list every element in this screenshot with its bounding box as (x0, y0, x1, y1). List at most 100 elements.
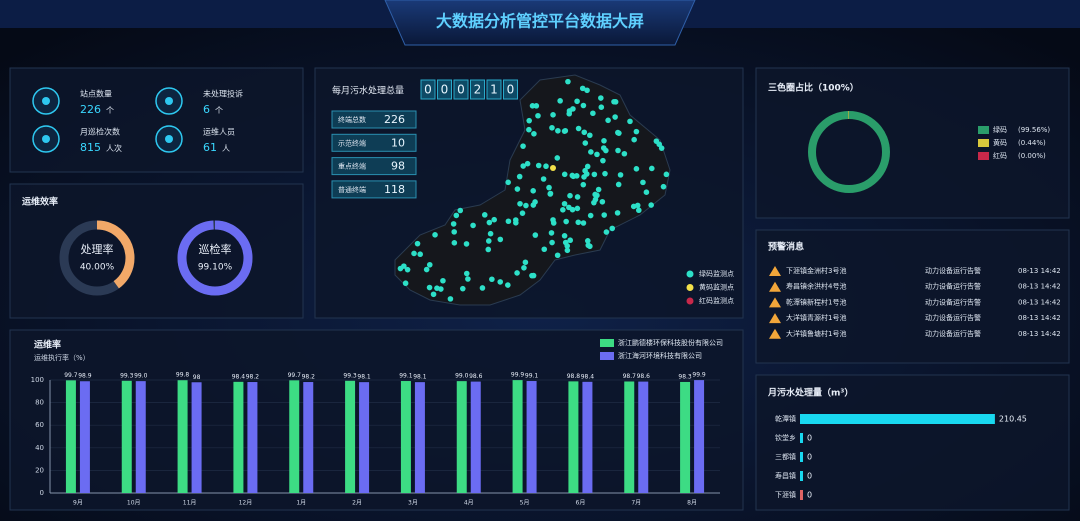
legend-label: 红码监测点 (699, 296, 734, 305)
bar-cap (800, 452, 803, 462)
map-dot (579, 85, 586, 92)
bar-cap (800, 471, 803, 481)
map-dot (561, 232, 568, 239)
map-dot (519, 210, 526, 216)
map-dot (600, 145, 607, 151)
y-tick-label: 20 (35, 466, 44, 474)
bar-value-label: 98.8 (567, 373, 581, 380)
panel-title: 预警消息 (768, 241, 804, 253)
bar (568, 381, 579, 493)
map-dot (631, 136, 637, 143)
map-dot (582, 140, 589, 146)
map-dot (585, 242, 592, 249)
warning-cell: 08-13 14:42 (1018, 283, 1061, 291)
map-dot (523, 202, 529, 209)
bar-value-label: 98.9 (78, 373, 92, 380)
map-dot (414, 240, 421, 247)
bar-value-label: 98.4 (581, 373, 595, 380)
terminal-box (331, 180, 417, 199)
legend-dot (686, 270, 694, 278)
bar (512, 380, 523, 493)
bar-value-label: 99.9 (692, 372, 706, 379)
map-dot (487, 230, 494, 237)
panel-title: 三色圈占比（100%） (768, 82, 859, 94)
map-dot (491, 216, 497, 223)
legend-value: (99.56%) (1018, 126, 1050, 134)
map-dot (591, 199, 597, 206)
bar (191, 382, 202, 493)
map-dot (401, 263, 407, 269)
warning-cell: 下涯镇金洲村3号池 (786, 266, 846, 275)
y-tick-label: 60 (35, 421, 44, 429)
warning-cell: 动力设备运行告警 (925, 329, 981, 338)
map-dot (584, 87, 590, 94)
map-dot (440, 277, 446, 284)
map-dot (451, 229, 457, 235)
map-dot (580, 220, 587, 226)
map-dot (526, 117, 532, 124)
legend-swatch (600, 339, 614, 347)
pie-panel (755, 67, 1070, 219)
map-dot (649, 165, 655, 172)
map-dot (505, 179, 511, 186)
warning-cell: 动力设备运行告警 (925, 313, 981, 322)
stat-label: 未处理投诉 (203, 89, 243, 99)
gauge-arc (177, 220, 253, 296)
terminal-box (331, 133, 417, 152)
y-tick-label: 80 (35, 399, 44, 407)
warning-cell: 大洋镇青源村1号池 (786, 313, 846, 322)
terminal-label: 示范终端 (338, 138, 366, 147)
map-dot (520, 143, 526, 149)
warning-icon (769, 266, 781, 276)
x-tick-label: 9月 (73, 500, 83, 507)
map-dot (481, 212, 488, 218)
bar-value-label: 98.7 (623, 373, 637, 380)
map-dot (594, 192, 600, 199)
x-tick-label: 11月 (183, 500, 197, 507)
bar (638, 381, 649, 493)
hbar-panel (755, 374, 1070, 511)
map-dot (447, 296, 454, 302)
warning-icon (769, 328, 781, 339)
map-dot (643, 189, 650, 195)
x-tick-label: 2月 (352, 500, 362, 507)
map-dot (575, 125, 582, 132)
map-dot (609, 225, 616, 232)
terminal-value: 118 (384, 183, 405, 196)
x-tick-label: 4月 (464, 500, 474, 507)
x-tick-label: 6月 (576, 500, 586, 507)
bar (79, 381, 90, 493)
bar-value-label: 98 (193, 374, 201, 381)
legend-label: 黄码 (993, 138, 1007, 147)
map-dot (566, 204, 572, 211)
warning-cell: 乾潭镇新程村1号池 (786, 297, 846, 306)
map-dot (497, 279, 504, 285)
category-label: 寿昌镇 (775, 471, 796, 480)
map-dot (569, 172, 576, 179)
legend-value: (0.44%) (1018, 139, 1046, 147)
warning-cell: 08-13 14:42 (1018, 267, 1061, 275)
digit-box (470, 79, 485, 100)
digit-box (437, 79, 452, 100)
map-dot (423, 266, 430, 273)
map-dot (601, 212, 608, 218)
bar-value-label: 99.0 (134, 373, 148, 380)
category-label: 钦堂乡 (775, 433, 796, 442)
map-dot (549, 124, 555, 131)
map-dot (549, 239, 555, 246)
map-dot (663, 171, 670, 178)
map-dot (548, 230, 555, 236)
bar-value-label: 98.1 (357, 374, 371, 381)
bar (582, 381, 593, 493)
bar-value-label: 98.2 (302, 374, 316, 381)
warning-icon (769, 313, 781, 324)
warning-cell: 08-13 14:42 (1018, 330, 1061, 338)
map-dot (560, 207, 566, 213)
map-dot (463, 241, 470, 247)
map-dot (614, 210, 621, 216)
map-dot (485, 246, 492, 253)
bar-value-label: 98.4 (232, 373, 246, 380)
bar-value-label: 99.7 (64, 372, 78, 379)
